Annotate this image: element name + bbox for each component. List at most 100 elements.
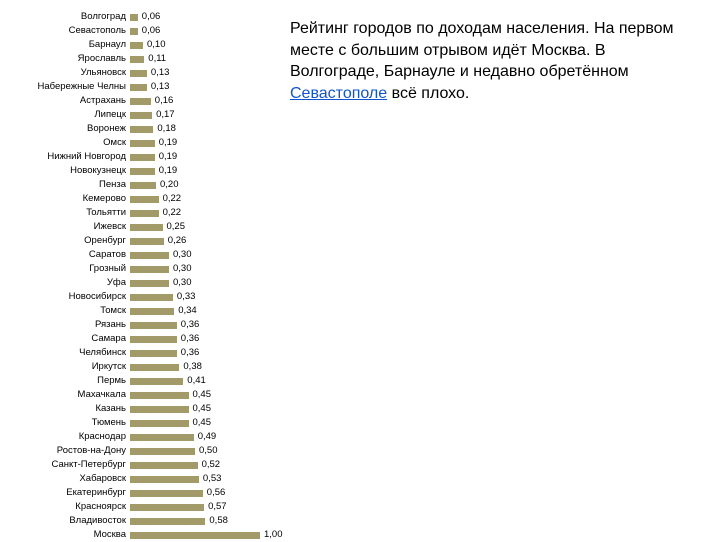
bar (130, 504, 204, 511)
bar-track: 0,22 (130, 195, 280, 204)
value-label: 0,36 (181, 346, 200, 360)
bar-track: 0,56 (130, 489, 280, 498)
value-label: 0,50 (199, 444, 218, 458)
chart-row: Красноярск0,57 (10, 500, 280, 514)
city-label: Нижний Новгород (10, 150, 130, 164)
caption-link-sevastopol[interactable]: Севастополе (290, 85, 387, 102)
bar-track: 0,10 (130, 41, 280, 50)
value-label: 0,56 (207, 486, 226, 500)
chart-row: Тольятти 0,22 (10, 206, 280, 220)
chart-row: Пермь0,41 (10, 374, 280, 388)
chart-row: Новокузнецк0,19 (10, 164, 280, 178)
bar (130, 196, 159, 203)
value-label: 0,33 (177, 290, 196, 304)
bar (130, 336, 177, 343)
value-label: 0,19 (159, 164, 178, 178)
bar-track: 0,13 (130, 69, 280, 78)
city-label: Челябинск (10, 346, 130, 360)
bar (130, 378, 183, 385)
bar (130, 462, 198, 469)
bar-track: 0,06 (130, 13, 280, 22)
bar-track: 0,38 (130, 363, 280, 372)
value-label: 0,22 (163, 206, 182, 220)
city-label: Ярославль (10, 52, 130, 66)
bar-track: 0,19 (130, 139, 280, 148)
bar-track: 0,20 (130, 181, 280, 190)
city-label: Самара (10, 332, 130, 346)
bar-track: 0,19 (130, 153, 280, 162)
city-label: Тольятти (10, 206, 130, 220)
chart-row: Нижний Новгород0,19 (10, 150, 280, 164)
value-label: 0,26 (168, 234, 187, 248)
bar (130, 56, 144, 63)
bar (130, 70, 147, 77)
city-label: Ульяновск (10, 66, 130, 80)
city-label: Саратов (10, 248, 130, 262)
bar (130, 140, 155, 147)
chart-row: Екатеринбург0,56 (10, 486, 280, 500)
city-label: Новосибирск (10, 290, 130, 304)
city-label: Волгоград (10, 10, 130, 24)
bar (130, 224, 163, 231)
bar-track: 0,19 (130, 167, 280, 176)
bar-track: 0,50 (130, 447, 280, 456)
city-label: Омск (10, 136, 130, 150)
chart-row: Омск0,19 (10, 136, 280, 150)
city-label: Пенза (10, 178, 130, 192)
bar-track: 0,18 (130, 125, 280, 134)
value-label: 0,22 (163, 192, 182, 206)
bar (130, 28, 138, 35)
value-label: 0,30 (173, 276, 192, 290)
city-label: Липецк (10, 108, 130, 122)
bar (130, 154, 155, 161)
value-label: 0,30 (173, 262, 192, 276)
value-label: 0,45 (193, 388, 212, 402)
chart-row: Казань0,45 (10, 402, 280, 416)
bar-track: 0,36 (130, 349, 280, 358)
bar-track: 0,30 (130, 265, 280, 274)
value-label: 0,06 (142, 24, 161, 38)
value-label: 0,45 (193, 402, 212, 416)
chart-row: Челябинск 0,36 (10, 346, 280, 360)
bar (130, 98, 151, 105)
chart-row: Грозный 0,30 (10, 262, 280, 276)
bar (130, 392, 189, 399)
bar-track: 0,49 (130, 433, 280, 442)
city-label: Воронеж (10, 122, 130, 136)
bar (130, 448, 195, 455)
value-label: 0,13 (151, 80, 170, 94)
bar-track: 1,00 (130, 531, 280, 540)
caption-text-post: всё плохо. (387, 85, 469, 102)
bar (130, 182, 156, 189)
bar (130, 168, 155, 175)
bar-track: 0,45 (130, 419, 280, 428)
bar-track: 0,17 (130, 111, 280, 120)
chart-row: Самара 0,36 (10, 332, 280, 346)
bar (130, 434, 194, 441)
chart-row: Воронеж0,18 (10, 122, 280, 136)
value-label: 0,17 (156, 108, 175, 122)
value-label: 0,25 (167, 220, 186, 234)
city-label: Грозный (10, 262, 130, 276)
bar-track: 0,34 (130, 307, 280, 316)
city-label: Кемерово (10, 192, 130, 206)
chart-row: Севастополь0,06 (10, 24, 280, 38)
value-label: 0,36 (181, 332, 200, 346)
city-label: Иркутск (10, 360, 130, 374)
chart-row: Пенза0,20 (10, 178, 280, 192)
chart-row: Хабаровск0,53 (10, 472, 280, 486)
value-label: 0,10 (147, 38, 166, 52)
bar (130, 406, 189, 413)
chart-row: Тюмень0,45 (10, 416, 280, 430)
bar (130, 490, 203, 497)
bar (130, 266, 169, 273)
city-label: Оренбург (10, 234, 130, 248)
value-label: 0,52 (202, 458, 221, 472)
city-label: Краснодар (10, 430, 130, 444)
city-label: Владивосток (10, 514, 130, 528)
value-label: 0,49 (198, 430, 217, 444)
bar-track: 0,45 (130, 391, 280, 400)
chart-row: Кемерово 0,22 (10, 192, 280, 206)
city-label: Томск (10, 304, 130, 318)
chart-row: Липецк 0,17 (10, 108, 280, 122)
